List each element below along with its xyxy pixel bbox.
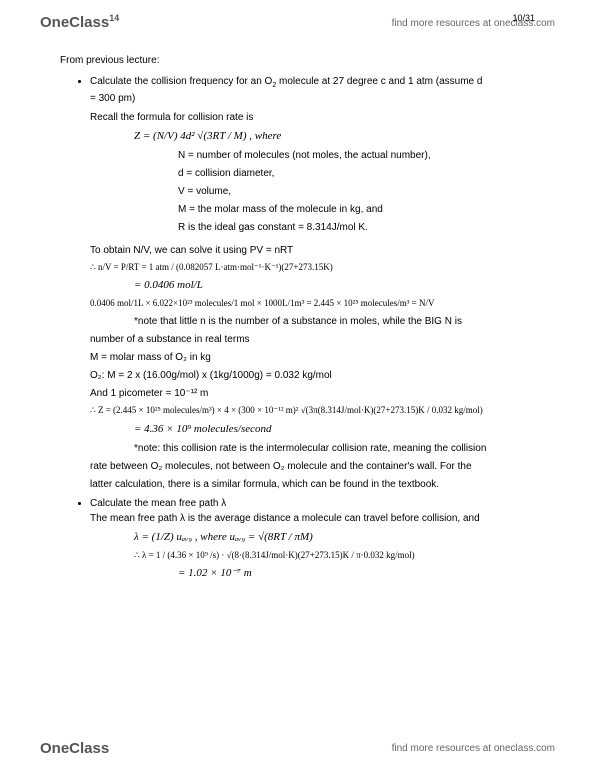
nv-eq3: 0.0406 mol/1L × 6.022×10²³ molecules/1 m… [90, 297, 535, 311]
logo-sup: 14 [109, 13, 119, 23]
logo-bottom: OneClass [40, 738, 109, 761]
lambda-def: λ = (1/Z) uₐᵥ₉ , where uₐᵥ₉ = √(8RT / πM… [90, 529, 535, 546]
bullet-list: Calculate the collision frequency for an… [60, 74, 535, 582]
mfp-line: The mean free path λ is the average dist… [90, 511, 535, 526]
def-M: M = the molar mass of the molecule in kg… [90, 202, 535, 217]
b2-text: Calculate the mean free path λ [90, 498, 226, 509]
note1b: number of a substance in real terms [90, 332, 535, 347]
logo-top: OneClass14 [40, 12, 119, 35]
logo-text: OneClass [40, 14, 109, 31]
recall-line: Recall the formula for collision rate is [90, 110, 535, 125]
lambda-calc2: = 1.02 × 10⁻⁷ m [90, 565, 535, 582]
note2b: rate between O₂ molecules, not between O… [90, 459, 535, 474]
section-title: From previous lecture: [60, 53, 535, 68]
M-def: M = molar mass of O₂ in kg [90, 350, 535, 365]
pico: And 1 picometer = 10⁻¹² m [90, 386, 535, 401]
content-area: From previous lecture: Calculate the col… [0, 43, 595, 582]
obtain-nv: To obtain N/V, we can solve it using PV … [90, 243, 535, 258]
nv-eq1: ∴ n/V = P/RT = 1 atm / (0.082057 L·atm·m… [90, 261, 535, 275]
def-R: R is the ideal gas constant = 8.314J/mol… [90, 220, 535, 235]
note1a: *note that little n is the number of a s… [90, 314, 535, 329]
note2a: *note: this collision rate is the interm… [90, 441, 535, 456]
page-footer: OneClass find more resources at oneclass… [0, 738, 595, 761]
bullet-2: Calculate the mean free path λ The mean … [90, 496, 535, 582]
date-corner: 10/31 [512, 12, 535, 26]
b1-text-a: Calculate the collision frequency for an… [90, 76, 272, 87]
b1-line2: = 300 pm) [90, 93, 135, 104]
footer-logo-text: OneClass [40, 740, 109, 757]
bullet-1: Calculate the collision frequency for an… [90, 74, 535, 493]
footer-right-text: find more resources at oneclass.com [392, 741, 555, 756]
note2c: latter calculation, there is a similar f… [90, 477, 535, 492]
def-d: d = collision diameter, [90, 166, 535, 181]
lambda-calc1: ∴ λ = 1 / (4.36 × 10⁹ /s) · √(8·(8.314J/… [90, 549, 535, 563]
Z-calc1: ∴ Z = (2.445 × 10²⁵ molecules/m³) × 4 × … [90, 404, 535, 418]
nv-eq2: = 0.0406 mol/L [90, 277, 535, 294]
def-N: N = number of molecules (not moles, the … [90, 148, 535, 163]
formula-z: Z = (N/V) 4d² √(3RT / M) , where [90, 128, 535, 145]
page-header: OneClass14 find more resources at onecla… [0, 0, 595, 43]
def-V: V = volume, [90, 184, 535, 199]
O2-calc: O₂: M = 2 x (16.00g/mol) x (1kg/1000g) =… [90, 368, 535, 383]
b1-text-b: molecule at 27 degree c and 1 atm (assum… [276, 76, 482, 87]
Z-calc2: = 4.36 × 10⁹ molecules/second [90, 421, 535, 438]
